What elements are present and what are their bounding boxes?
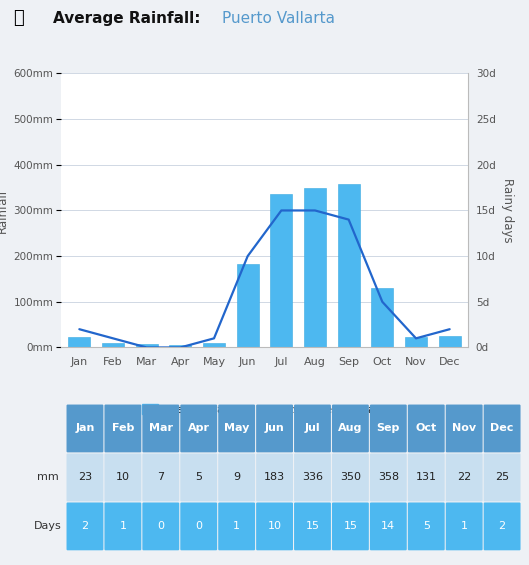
Bar: [439, 336, 461, 347]
FancyBboxPatch shape: [294, 405, 331, 453]
Text: 🌧: 🌧: [13, 10, 24, 27]
FancyBboxPatch shape: [256, 502, 293, 550]
Text: 25: 25: [495, 472, 509, 483]
Text: Oct: Oct: [416, 423, 437, 433]
Text: 14: 14: [381, 521, 395, 532]
Y-axis label: Rainy days: Rainy days: [501, 178, 514, 243]
FancyBboxPatch shape: [484, 454, 521, 501]
Text: 10: 10: [268, 521, 281, 532]
FancyBboxPatch shape: [180, 405, 217, 453]
FancyBboxPatch shape: [104, 405, 141, 453]
Text: 10: 10: [116, 472, 130, 483]
Text: Sep: Sep: [377, 423, 400, 433]
Text: Days: Days: [34, 521, 61, 532]
Text: 336: 336: [302, 472, 323, 483]
FancyBboxPatch shape: [218, 454, 255, 501]
FancyBboxPatch shape: [446, 405, 482, 453]
FancyBboxPatch shape: [332, 405, 369, 453]
Text: 5: 5: [195, 472, 202, 483]
Bar: [102, 343, 124, 347]
FancyBboxPatch shape: [67, 502, 103, 550]
FancyBboxPatch shape: [142, 454, 179, 501]
FancyBboxPatch shape: [142, 502, 179, 550]
Text: 350: 350: [340, 472, 361, 483]
FancyBboxPatch shape: [332, 502, 369, 550]
Text: 15: 15: [305, 521, 320, 532]
FancyBboxPatch shape: [218, 405, 255, 453]
Text: 5: 5: [423, 521, 430, 532]
Text: Jun: Jun: [264, 423, 285, 433]
Text: 9: 9: [233, 472, 240, 483]
FancyBboxPatch shape: [332, 454, 369, 501]
FancyBboxPatch shape: [446, 454, 482, 501]
FancyBboxPatch shape: [408, 454, 445, 501]
Text: Jul: Jul: [305, 423, 320, 433]
Bar: [405, 337, 427, 347]
Text: Mar: Mar: [149, 423, 173, 433]
Y-axis label: Rainfall: Rainfall: [0, 188, 9, 233]
Text: 1: 1: [120, 521, 126, 532]
Text: Dec: Dec: [490, 423, 514, 433]
FancyBboxPatch shape: [294, 502, 331, 550]
Text: Average Rainfall:: Average Rainfall:: [53, 11, 200, 26]
FancyBboxPatch shape: [294, 454, 331, 501]
FancyBboxPatch shape: [180, 502, 217, 550]
Text: 23: 23: [78, 472, 92, 483]
FancyBboxPatch shape: [408, 502, 445, 550]
FancyBboxPatch shape: [218, 502, 255, 550]
Legend: Average rainfall, Average rain days: Average rainfall, Average rain days: [138, 399, 391, 419]
FancyBboxPatch shape: [30, 502, 66, 550]
Text: 1: 1: [461, 521, 468, 532]
Text: 358: 358: [378, 472, 399, 483]
FancyBboxPatch shape: [484, 502, 521, 550]
FancyBboxPatch shape: [67, 454, 103, 501]
Text: 15: 15: [343, 521, 358, 532]
Text: 2: 2: [81, 521, 88, 532]
Bar: [371, 288, 393, 347]
Text: Aug: Aug: [338, 423, 362, 433]
Bar: [304, 188, 326, 347]
Text: Jan: Jan: [75, 423, 95, 433]
Text: 183: 183: [264, 472, 285, 483]
FancyBboxPatch shape: [446, 502, 482, 550]
Bar: [338, 184, 360, 347]
Text: 131: 131: [416, 472, 437, 483]
FancyBboxPatch shape: [256, 405, 293, 453]
FancyBboxPatch shape: [408, 405, 445, 453]
Text: 2: 2: [498, 521, 506, 532]
Text: 7: 7: [157, 472, 165, 483]
FancyBboxPatch shape: [30, 405, 66, 453]
FancyBboxPatch shape: [104, 502, 141, 550]
Bar: [169, 345, 191, 347]
Text: mm: mm: [37, 472, 58, 483]
FancyBboxPatch shape: [142, 405, 179, 453]
FancyBboxPatch shape: [370, 454, 407, 501]
Text: 22: 22: [457, 472, 471, 483]
FancyBboxPatch shape: [30, 454, 66, 501]
FancyBboxPatch shape: [370, 502, 407, 550]
Bar: [270, 194, 292, 347]
Text: May: May: [224, 423, 249, 433]
FancyBboxPatch shape: [484, 405, 521, 453]
Text: 1: 1: [233, 521, 240, 532]
Bar: [203, 344, 225, 347]
Text: 0: 0: [195, 521, 202, 532]
FancyBboxPatch shape: [370, 405, 407, 453]
Text: 0: 0: [157, 521, 165, 532]
Bar: [237, 264, 259, 347]
FancyBboxPatch shape: [180, 454, 217, 501]
Text: Nov: Nov: [452, 423, 476, 433]
Text: Feb: Feb: [112, 423, 134, 433]
FancyBboxPatch shape: [67, 405, 103, 453]
FancyBboxPatch shape: [104, 454, 141, 501]
Bar: [68, 337, 90, 347]
Bar: [136, 344, 158, 347]
Text: Puerto Vallarta: Puerto Vallarta: [222, 11, 335, 26]
Text: Apr: Apr: [188, 423, 209, 433]
FancyBboxPatch shape: [256, 454, 293, 501]
